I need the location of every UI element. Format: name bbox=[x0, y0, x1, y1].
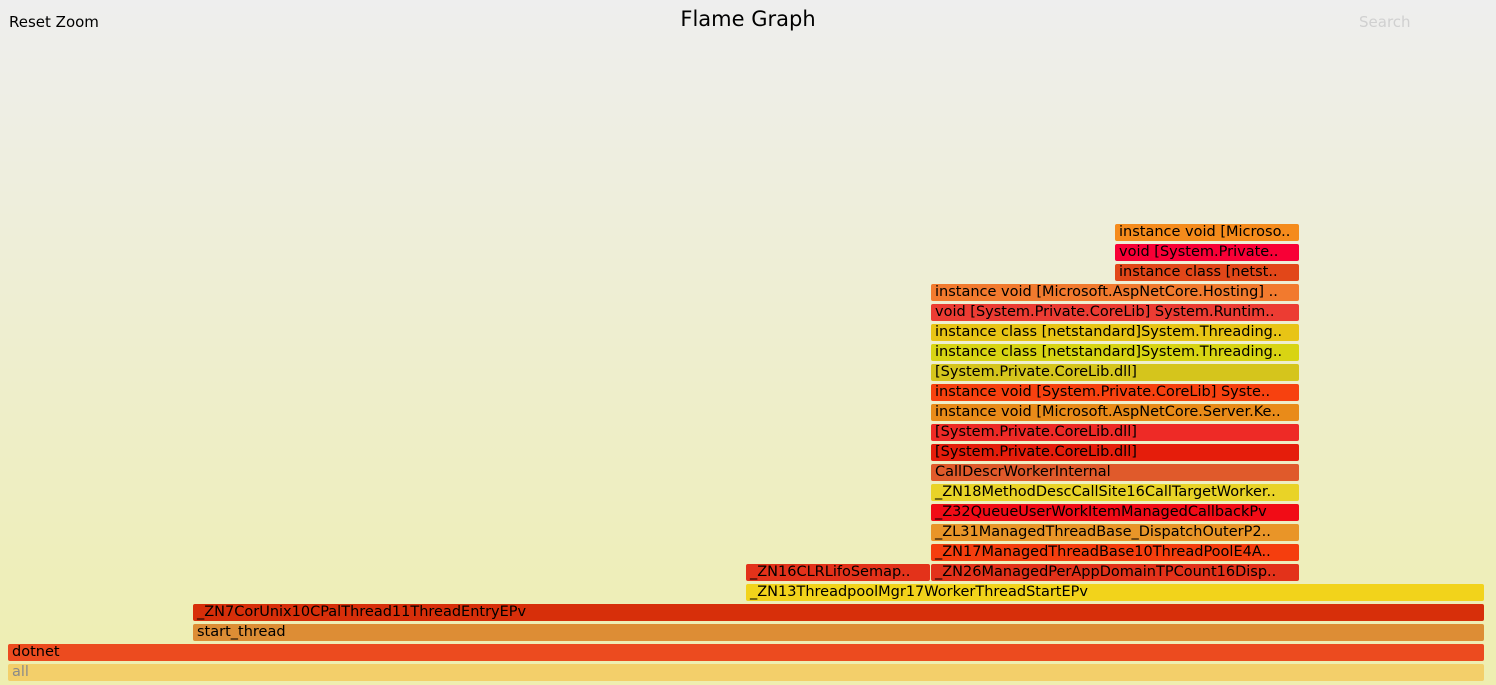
frame-dotnet[interactable]: dotnet bbox=[8, 644, 1484, 661]
frame-clr-lifo-semaphore[interactable]: _ZN16CLRLifoSemap.. bbox=[746, 564, 930, 581]
frame-method-desc-call-site[interactable]: _ZN18MethodDescCallSite16CallTargetWorke… bbox=[931, 484, 1299, 501]
frame-aspnetcore-server-kestrel[interactable]: instance void [Microsoft.AspNetCore.Serv… bbox=[931, 404, 1299, 421]
frame-aspnetcore-hosting[interactable]: instance void [Microsoft.AspNetCore.Host… bbox=[931, 284, 1299, 301]
frame-netstandard-threading-2[interactable]: instance class [netstandard]System.Threa… bbox=[931, 324, 1299, 341]
frame-all[interactable]: all bbox=[8, 664, 1484, 681]
frame-netstandard-threading-1[interactable]: instance class [netstandard]System.Threa… bbox=[931, 344, 1299, 361]
frame-queue-user-work-item[interactable]: _Z32QueueUserWorkItemManagedCallbackPv bbox=[931, 504, 1299, 521]
frame-void-system-private[interactable]: void [System.Private.. bbox=[1115, 244, 1299, 261]
search-button[interactable]: Search bbox=[1359, 13, 1411, 31]
frame-corelib-instance-void[interactable]: instance void [System.Private.CoreLib] S… bbox=[931, 384, 1299, 401]
frame-start-thread[interactable]: start_thread bbox=[193, 624, 1484, 641]
frame-managed-thread-base-thread-pool[interactable]: _ZN17ManagedThreadBase10ThreadPoolE4A.. bbox=[931, 544, 1299, 561]
frame-dispatch-outer[interactable]: _ZL31ManagedThreadBase_DispatchOuterP2.. bbox=[931, 524, 1299, 541]
reset-zoom-button[interactable]: Reset Zoom bbox=[9, 13, 99, 31]
frame-corelib-dll-2[interactable]: [System.Private.CoreLib.dll] bbox=[931, 424, 1299, 441]
frame-corelib-dll-3[interactable]: [System.Private.CoreLib.dll] bbox=[931, 364, 1299, 381]
frame-managed-per-app-domain-tp-count[interactable]: _ZN26ManagedPerAppDomainTPCount16Disp.. bbox=[931, 564, 1299, 581]
frame-corelib-runtime[interactable]: void [System.Private.CoreLib] System.Run… bbox=[931, 304, 1299, 321]
frame-call-descr-worker-internal[interactable]: CallDescrWorkerInternal bbox=[931, 464, 1299, 481]
frame-corelib-dll-1[interactable]: [System.Private.CoreLib.dll] bbox=[931, 444, 1299, 461]
frame-netstandard-instance-class[interactable]: instance class [netst.. bbox=[1115, 264, 1299, 281]
frame-instance-void-microsoft[interactable]: instance void [Microso.. bbox=[1115, 224, 1299, 241]
frame-cpal-thread-entry[interactable]: _ZN7CorUnix10CPalThread11ThreadEntryEPv bbox=[193, 604, 1484, 621]
page-title: Flame Graph bbox=[680, 7, 816, 31]
frame-worker-thread-start[interactable]: _ZN13ThreadpoolMgr17WorkerThreadStartEPv bbox=[746, 584, 1484, 601]
